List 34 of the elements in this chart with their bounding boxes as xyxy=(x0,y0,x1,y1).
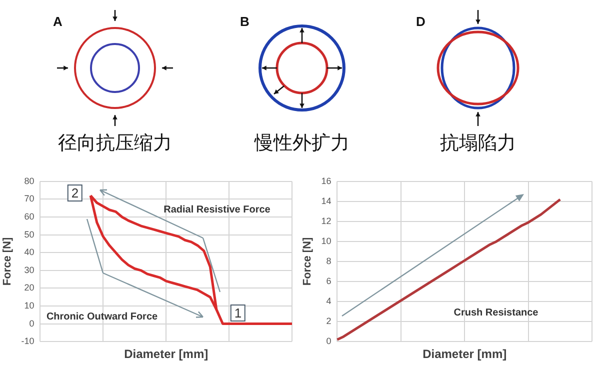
text: D xyxy=(416,14,426,29)
text: 抗塌陷力 xyxy=(440,131,516,156)
annotation: Radial Resistive Force xyxy=(164,204,270,216)
y-tick-label: 12 xyxy=(321,216,332,226)
y-tick-label: 2 xyxy=(326,316,332,326)
y-tick-label: -10 xyxy=(21,336,34,346)
text: B xyxy=(240,14,250,29)
x-axis-title: Diameter [mm] xyxy=(124,347,208,362)
annotation: 1 xyxy=(230,304,246,322)
text: 径向抗压缩力 xyxy=(58,131,172,156)
y-axis-title: Force [N] xyxy=(2,237,14,286)
y-axis-title: Force [N] xyxy=(302,237,314,286)
y-tick-label: 16 xyxy=(321,176,332,186)
y-tick-label: 80 xyxy=(24,176,34,186)
text: A xyxy=(53,14,62,29)
y-tick-label: 30 xyxy=(24,264,34,275)
annotation: Chronic Outward Force xyxy=(46,312,158,322)
y-tick-label: 20 xyxy=(24,282,34,293)
y-tick-label: 70 xyxy=(24,194,34,204)
y-tick-label: 10 xyxy=(321,236,332,246)
y-tick-label: 8 xyxy=(326,256,332,266)
y-tick-label: 0 xyxy=(326,336,332,346)
y-tick-label: 10 xyxy=(24,300,34,310)
x-axis-title: Diameter [mm] xyxy=(422,347,507,362)
y-tick-label: 60 xyxy=(24,211,34,222)
text: 慢性外扩力 xyxy=(254,131,350,156)
y-tick-label: 4 xyxy=(326,296,332,306)
annotation: 2 xyxy=(67,184,83,202)
y-tick-label: 40 xyxy=(24,247,34,258)
y-tick-label: 0 xyxy=(29,318,34,328)
annotation: Crush Resistance xyxy=(454,308,538,318)
y-tick-label: 50 xyxy=(24,229,34,240)
y-tick-label: 14 xyxy=(321,196,332,206)
y-tick-label: 6 xyxy=(326,276,332,286)
